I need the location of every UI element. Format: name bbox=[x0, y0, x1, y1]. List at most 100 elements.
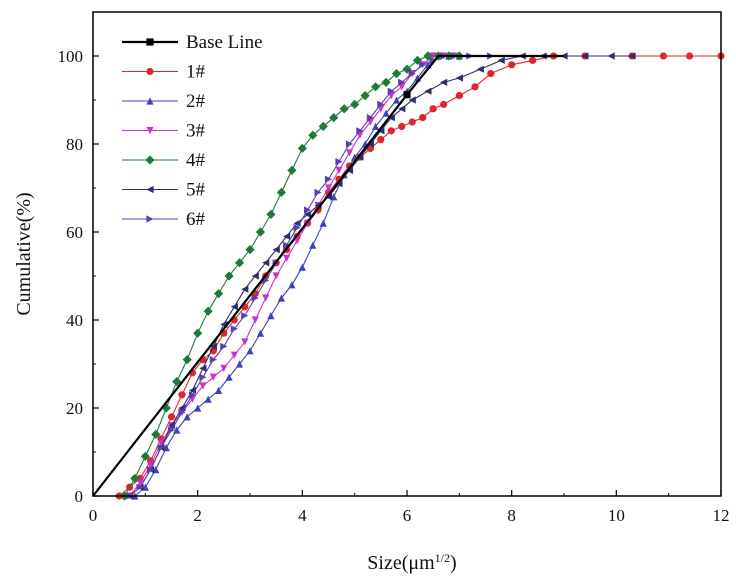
circle-marker bbox=[377, 136, 385, 144]
triangle-left-marker bbox=[303, 210, 312, 218]
series-line bbox=[129, 55, 491, 497]
triangle-up-marker bbox=[146, 97, 154, 105]
triangle-up-marker bbox=[235, 360, 244, 368]
circle-marker bbox=[146, 67, 154, 76]
circle-marker bbox=[167, 413, 176, 421]
triangle-left-marker bbox=[424, 87, 432, 95]
legend-item: 2# bbox=[122, 91, 206, 112]
diamond-marker bbox=[193, 328, 203, 338]
triangle-left-marker bbox=[146, 185, 154, 194]
triangle-right-marker bbox=[230, 325, 238, 333]
legend-item: 4# bbox=[122, 150, 206, 171]
circle-marker bbox=[471, 83, 479, 91]
circle-marker bbox=[178, 391, 186, 399]
triangle-down-marker bbox=[324, 184, 333, 192]
y-tick-label: 100 bbox=[58, 47, 84, 66]
y-axis-title: Cumulative(%) bbox=[13, 192, 35, 315]
triangle-up-marker bbox=[309, 241, 317, 249]
triangle-right-marker bbox=[241, 312, 249, 320]
x-tick-label: 12 bbox=[713, 506, 730, 525]
triangle-left-marker bbox=[366, 140, 374, 148]
circle-marker bbox=[487, 70, 495, 78]
triangle-down-marker bbox=[146, 126, 154, 135]
triangle-down-marker bbox=[220, 364, 228, 372]
triangle-right-marker bbox=[283, 241, 291, 249]
triangle-left-marker bbox=[398, 105, 406, 113]
triangle-left-marker bbox=[209, 342, 217, 350]
triangle-right-marker bbox=[314, 188, 322, 196]
triangle-up-marker bbox=[372, 122, 380, 130]
diamond-marker bbox=[360, 91, 370, 101]
series-1 bbox=[115, 52, 725, 500]
triangle-up-marker bbox=[277, 294, 285, 302]
triangle-down-marker bbox=[230, 351, 238, 359]
legend-item: 5# bbox=[122, 180, 206, 201]
series-5 bbox=[126, 52, 636, 500]
legend-label: 6# bbox=[186, 209, 206, 230]
diamond-marker bbox=[339, 104, 349, 114]
x-tick-label: 8 bbox=[507, 506, 516, 525]
legend-label: 2# bbox=[186, 91, 206, 112]
x-axis-title-base: Size(μm bbox=[367, 552, 435, 574]
legend-item: 6# bbox=[122, 209, 206, 230]
triangle-right-marker bbox=[146, 215, 154, 223]
triangle-down-marker bbox=[199, 382, 207, 390]
triangle-left-marker bbox=[262, 259, 270, 267]
diamond-marker bbox=[308, 130, 318, 140]
triangle-left-marker bbox=[356, 153, 364, 161]
triangle-down-marker bbox=[283, 254, 291, 262]
triangle-left-marker bbox=[581, 52, 589, 60]
triangle-up-marker bbox=[288, 281, 296, 289]
circle-marker bbox=[387, 127, 395, 135]
diamond-marker bbox=[172, 377, 182, 387]
triangle-left-marker bbox=[476, 65, 484, 73]
triangle-down-marker bbox=[262, 294, 270, 302]
circle-marker bbox=[408, 118, 416, 126]
legend-label: 3# bbox=[186, 121, 206, 142]
triangle-right-marker bbox=[335, 158, 343, 166]
triangle-right-marker bbox=[136, 483, 144, 491]
diamond-marker bbox=[203, 306, 213, 316]
diamond-marker bbox=[402, 64, 412, 74]
diamond-marker bbox=[140, 451, 150, 461]
legend-item: Base Line bbox=[122, 32, 263, 53]
triangle-left-marker bbox=[230, 303, 238, 311]
triangle-left-marker bbox=[199, 364, 207, 372]
triangle-down-marker bbox=[345, 149, 354, 157]
x-axis-title-sup: 1/2 bbox=[435, 551, 450, 565]
triangle-up-marker bbox=[392, 96, 401, 104]
diamond-marker bbox=[371, 82, 381, 92]
legend-label: Base Line bbox=[186, 32, 263, 53]
triangle-up-marker bbox=[319, 219, 327, 227]
triangle-down-marker bbox=[136, 479, 144, 487]
diamond-marker bbox=[234, 258, 245, 268]
square-marker bbox=[403, 91, 411, 99]
triangle-down-marker bbox=[209, 373, 217, 381]
series-4 bbox=[119, 51, 464, 501]
triangle-up-marker bbox=[267, 312, 275, 320]
diamond-marker bbox=[423, 51, 433, 61]
triangle-left-marker bbox=[497, 56, 505, 64]
x-tick-label: 4 bbox=[298, 506, 307, 525]
triangle-left-marker bbox=[628, 52, 636, 60]
triangle-right-marker bbox=[157, 444, 165, 452]
triangle-right-marker bbox=[199, 373, 207, 381]
triangle-right-marker bbox=[220, 342, 228, 350]
triangle-right-marker bbox=[398, 78, 406, 86]
x-axis-title-close: ) bbox=[450, 552, 457, 574]
x-tick-label: 10 bbox=[608, 506, 625, 525]
triangle-up-marker bbox=[246, 347, 254, 355]
legend-item: 1# bbox=[122, 62, 206, 83]
circle-marker bbox=[659, 52, 668, 60]
x-tick-label: 6 bbox=[403, 506, 412, 525]
diamond-marker bbox=[151, 429, 161, 439]
triangle-up-marker bbox=[215, 386, 223, 394]
diamond-marker bbox=[412, 55, 423, 65]
diamond-marker bbox=[276, 187, 286, 197]
triangle-left-marker bbox=[440, 78, 448, 86]
triangle-up-marker bbox=[225, 373, 233, 381]
triangle-left-marker bbox=[272, 246, 280, 254]
ticks-layer: 0 2 4 6 8 10 12 0 20 40 60 80 100 bbox=[58, 11, 730, 525]
y-tick-label: 60 bbox=[66, 223, 83, 242]
